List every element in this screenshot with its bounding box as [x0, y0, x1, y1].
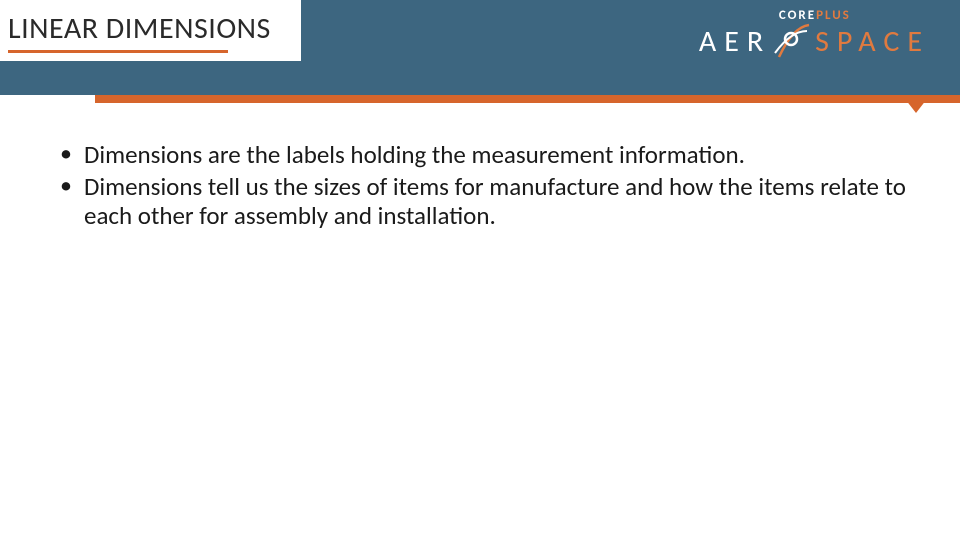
logo-main-line: AER SPACE: [699, 21, 930, 61]
accent-strip: [95, 95, 960, 103]
bullet-text: Dimensions tell us the sizes of items fo…: [84, 171, 906, 232]
slide-title: LINEAR DIMENSIONS: [8, 10, 271, 47]
bullet-list: Dimensions are the labels holding the me…: [48, 140, 912, 231]
brand-logo: COREPLUS AER SPACE: [699, 8, 930, 61]
list-item: Dimensions are the labels holding the me…: [48, 140, 912, 170]
logo-aer-text: AER: [699, 23, 771, 60]
accent-notch: [902, 95, 930, 113]
list-item: Dimensions tell us the sizes of items fo…: [48, 172, 912, 231]
title-underline: [8, 50, 228, 53]
swoosh-icon: [773, 21, 813, 61]
logo-space-text: SPACE: [815, 23, 930, 60]
bullet-text: Dimensions are the labels holding the me…: [84, 139, 745, 170]
content-area: Dimensions are the labels holding the me…: [48, 140, 912, 233]
